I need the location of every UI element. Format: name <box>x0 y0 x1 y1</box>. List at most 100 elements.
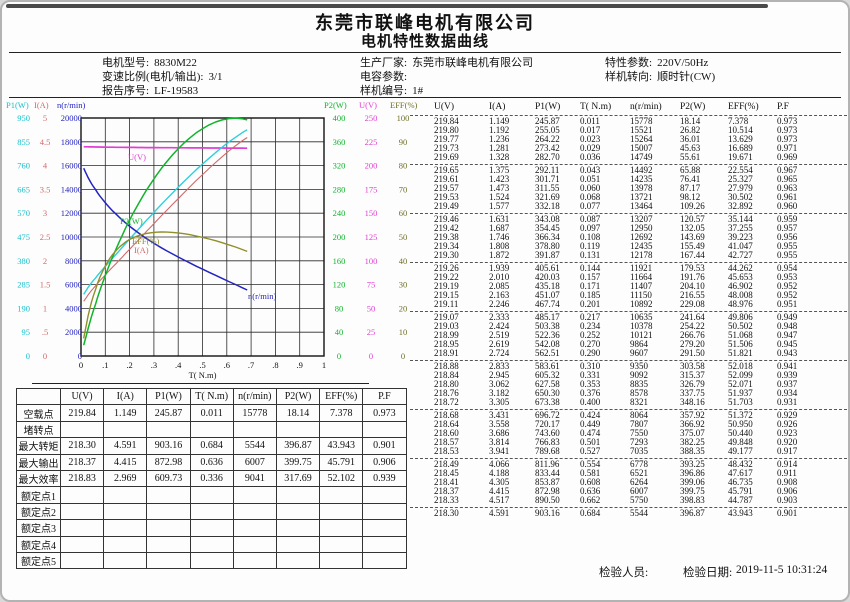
dashed-separator <box>410 163 847 165</box>
measurement-cell: 219.15 <box>434 290 459 300</box>
measurement-cell: 0.131 <box>580 250 601 260</box>
measurement-cell: 179.53 <box>680 263 705 273</box>
measurement-cell: 5750 <box>630 495 648 505</box>
measurement-cell: 51.821 <box>728 348 753 358</box>
measurement-cell: 43.943 <box>728 508 753 518</box>
summary-cell <box>189 420 234 439</box>
measurement-cell: 303.58 <box>680 361 705 371</box>
measurement-cell: 1.375 <box>489 165 510 175</box>
field-value: 220V/50Hz <box>657 57 709 69</box>
measurement-row: 218.91 2.724 562.51 0.290 9607 291.50 51.821 0.… <box>434 349 810 358</box>
measurement-cell: 218.41 <box>434 477 459 487</box>
measurement-row: 218.49 4.066 811.96 0.554 6778 393.25 48.432 0.… <box>434 460 810 469</box>
measurement-cell: 6007 <box>630 486 648 496</box>
measurement-cell: 399.06 <box>680 477 705 487</box>
measurement-cell: 219.34 <box>434 241 459 251</box>
measurement-cell: 13464 <box>630 201 653 211</box>
measurement-cell: 0.029 <box>580 143 601 153</box>
column-header: P.F <box>777 102 789 112</box>
measurement-cell: 50.440 <box>728 428 753 438</box>
measurement-cell: 218.30 <box>434 508 459 518</box>
field-value: 1# <box>412 85 424 97</box>
characteristic-params-field: 特性参数: 220V/50Hz <box>605 56 715 70</box>
summary-cell: 218.30 <box>59 437 105 455</box>
measurement-cell: 3.062 <box>489 379 510 389</box>
measurement-cell: 366.34 <box>535 232 560 242</box>
measurement-cell: 4.517 <box>489 495 510 505</box>
summary-cell <box>232 502 277 521</box>
axis-tick: 1.5 <box>40 280 51 290</box>
summary-cell: 9041 <box>232 469 277 488</box>
measurement-cell: 52.071 <box>728 379 753 389</box>
field-value: 东莞市联峰电机有限公司 <box>412 57 534 69</box>
measurement-cell: 219.61 <box>434 174 459 184</box>
measurement-cell: 0.929 <box>777 410 798 420</box>
measurement-row: 218.80 3.062 627.58 0.353 8835 326.79 52.071 0.… <box>434 380 810 389</box>
measurement-cell: 218.99 <box>434 330 459 340</box>
summary-cell <box>103 551 148 570</box>
measurement-cell: 143.69 <box>680 232 705 242</box>
summary-cell <box>319 535 364 553</box>
measurement-cell: 378.80 <box>535 241 560 251</box>
measurement-cell: 2.010 <box>489 272 510 282</box>
measurement-cell: 52.099 <box>728 370 753 380</box>
measurement-cell: 398.83 <box>680 495 705 505</box>
measurement-cell: 12692 <box>630 232 653 242</box>
field-label: 报告序号: <box>102 85 150 97</box>
axis-tick: 285 <box>17 280 30 290</box>
measurement-row: 219.07 2.333 485.17 0.217 10635 241.64 49.806 0… <box>434 313 810 322</box>
measurement-row: 218.88 2.833 583.61 0.310 9350 303.58 52.018 0.… <box>434 362 810 371</box>
axis-tick: 50 <box>367 303 376 313</box>
measurement-cell: 204.10 <box>680 281 705 291</box>
field-label: 电机型号: <box>102 57 150 69</box>
measurement-cell: 2.333 <box>489 312 510 322</box>
measurement-cell: 120.57 <box>680 214 705 224</box>
measurement-cell: 167.44 <box>680 250 705 260</box>
axis-tick: 125 <box>365 232 378 242</box>
measurement-cell: 218.76 <box>434 388 459 398</box>
measurement-row: 219.19 2.085 435.18 0.171 11407 204.10 46.902 0… <box>434 282 810 291</box>
dashed-separator <box>410 506 847 508</box>
axis-tick: 150 <box>365 208 378 218</box>
measurement-cell: 218.84 <box>434 370 459 380</box>
row-label: 额定点1 <box>16 486 61 504</box>
axis-tick: 80 <box>399 161 408 171</box>
column-header <box>16 387 61 406</box>
measurement-cell: 12950 <box>630 223 653 233</box>
measurement-row: 219.49 1.577 332.18 0.077 13464 109.26 32.892 0… <box>434 202 810 211</box>
measurement-cell: 0.310 <box>580 361 601 371</box>
measurement-cell: 0.952 <box>777 290 798 300</box>
measurement-cell: 9350 <box>630 361 648 371</box>
measurement-cell: 191.76 <box>680 272 705 282</box>
measurement-cell: 245.87 <box>535 116 560 126</box>
summary-cell <box>146 551 191 570</box>
measurement-cell: 0.068 <box>580 192 601 202</box>
dashed-separator <box>410 114 847 116</box>
axis-tick: 200 <box>333 232 346 242</box>
axis-tick: 0 <box>369 351 373 361</box>
axis-tick: 2 <box>43 256 47 266</box>
measurement-cell: 219.57 <box>434 183 459 193</box>
measurement-row: 218.57 3.814 766.83 0.501 7293 382.25 49.848 0.… <box>434 438 810 447</box>
measurement-cell: 15778 <box>630 116 653 126</box>
summary-cell: 52.102 <box>319 469 364 488</box>
measurement-cell: 2.724 <box>489 348 510 358</box>
measurement-cell: 405.61 <box>535 263 560 273</box>
measurement-cell: 51.068 <box>728 330 753 340</box>
measurement-cell: 109.26 <box>680 201 705 211</box>
measurement-cell: 3.182 <box>489 388 510 398</box>
axis-tick: 0 <box>78 351 82 361</box>
measurement-cell: 87.17 <box>680 183 701 193</box>
measurement-cell: 98.12 <box>680 192 701 202</box>
measurement-cell: 0.171 <box>580 281 601 291</box>
measurement-cell: 0.144 <box>580 263 601 273</box>
page-title: 电机特性数据曲线 <box>360 34 489 50</box>
measurement-cell: 0.331 <box>580 370 601 380</box>
measurement-cell: 219.49 <box>434 201 459 211</box>
measurement-cell: 2.246 <box>489 299 510 309</box>
summary-cell <box>362 535 407 553</box>
measurement-row: 219.30 1.872 391.87 0.131 12178 167.44 42.727 0… <box>434 251 810 260</box>
measurement-cell: 8835 <box>630 379 648 389</box>
measurement-cell: 0.108 <box>580 232 601 242</box>
measurement-cell: 0.955 <box>777 241 798 251</box>
